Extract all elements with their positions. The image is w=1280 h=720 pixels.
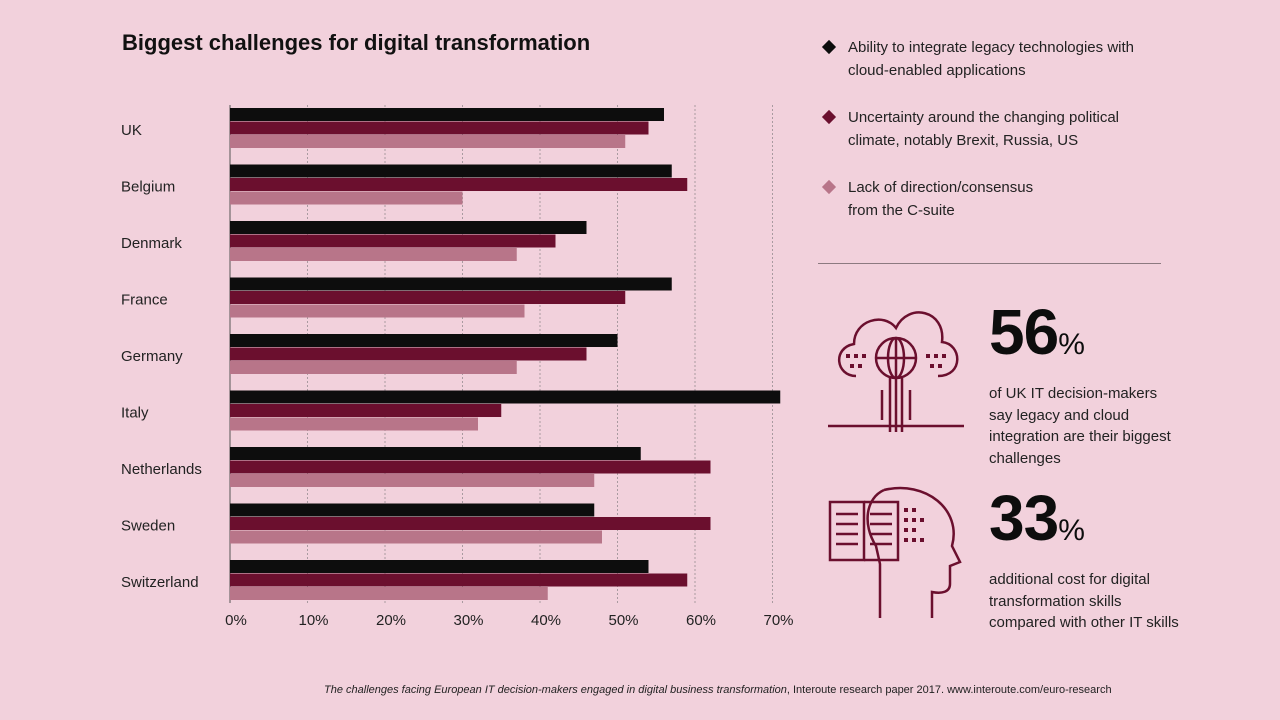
bar <box>230 121 649 135</box>
bar <box>230 334 618 347</box>
bar <box>230 447 641 460</box>
bar <box>230 347 587 361</box>
divider <box>818 263 1161 264</box>
bar <box>230 587 548 600</box>
category-label: Germany <box>121 348 183 365</box>
x-tick-label: 70% <box>763 612 793 629</box>
x-tick-label: 30% <box>453 612 483 629</box>
stat-block-skills: 33% additional cost for digital transfor… <box>989 486 1179 634</box>
category-label: Denmark <box>121 235 182 252</box>
x-tick-label: 0% <box>225 612 247 629</box>
stat-block-legacy: 56% of UK IT decision-makers say legacy … <box>989 300 1179 469</box>
stat-description: additional cost for digital transformati… <box>989 571 1179 631</box>
bar-chart: UK Belgium Denmark France Germany Italy Nether… <box>121 105 794 629</box>
x-tick-label: 10% <box>298 612 328 629</box>
bar <box>230 560 649 573</box>
bar <box>230 291 626 304</box>
chart-title: Biggest challenges for digital transform… <box>122 30 591 55</box>
legend-item-political: Uncertainty around the changing politica… <box>820 106 1180 152</box>
bar <box>230 234 556 248</box>
category-label: Netherlands <box>121 461 202 478</box>
bar <box>230 304 525 318</box>
legend-item-csuite: Lack of direction/consensus from the C-su… <box>820 176 1180 222</box>
legend-label: Ability to integrate legacy technologies… <box>848 39 1134 79</box>
bar <box>230 517 711 530</box>
bar <box>230 404 502 417</box>
bar <box>230 474 595 487</box>
bar <box>230 530 602 544</box>
bar <box>230 503 595 517</box>
bar <box>230 221 587 234</box>
bar <box>230 164 672 178</box>
bar <box>230 108 664 121</box>
stat-number: 56% <box>989 296 1085 368</box>
legend-label: Lack of direction/consensus from the C-su… <box>848 179 1034 219</box>
x-tick-label: 40% <box>531 612 561 629</box>
bar <box>230 178 688 191</box>
bar <box>230 361 517 374</box>
chart-legend: Ability to integrate legacy technologies… <box>820 36 1180 246</box>
x-tick-label: 50% <box>608 612 638 629</box>
x-tick-label: 60% <box>686 612 716 629</box>
head-book-icon <box>828 486 962 618</box>
bar <box>230 135 626 148</box>
category-label: Sweden <box>121 518 175 535</box>
bar <box>230 460 711 474</box>
category-label: UK <box>121 122 142 139</box>
bar <box>230 191 463 205</box>
bar <box>230 390 781 404</box>
legend-marker-political <box>821 109 837 125</box>
category-label: Italy <box>121 405 149 422</box>
bar <box>230 248 517 261</box>
category-label: Switzerland <box>121 574 199 591</box>
cloud-globe-icon <box>828 311 964 432</box>
bar <box>230 573 688 587</box>
legend-label: Uncertainty around the changing politica… <box>848 109 1120 149</box>
stat-description: of UK IT decision-makers say legacy and … <box>989 385 1171 467</box>
x-tick-label: 20% <box>376 612 406 629</box>
bar <box>230 417 478 431</box>
legend-marker-csuite <box>821 179 837 195</box>
legend-marker-legacy <box>821 39 837 55</box>
category-label: Belgium <box>121 179 175 196</box>
source-footnote: The challenges facing European IT decisi… <box>324 684 1112 696</box>
stat-number: 33% <box>989 482 1085 554</box>
legend-item-legacy: Ability to integrate legacy technologies… <box>820 36 1180 82</box>
category-label: France <box>121 292 168 309</box>
bar <box>230 277 672 291</box>
